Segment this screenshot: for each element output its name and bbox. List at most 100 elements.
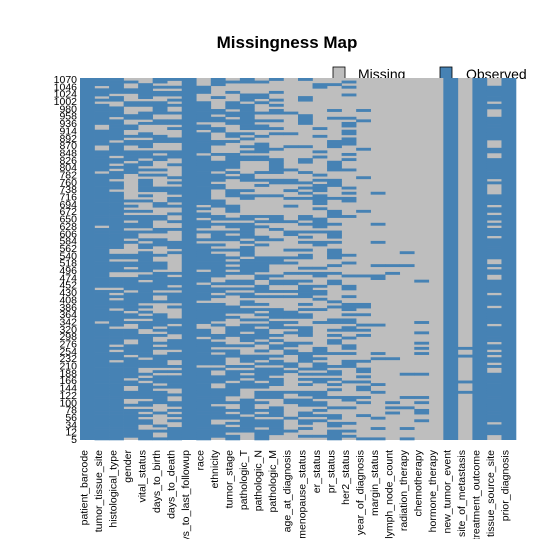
observed-cell [167,204,183,208]
observed-cell [109,196,124,200]
observed-cell [138,346,153,350]
heatmap-column [94,78,110,441]
observed-cell [138,362,153,366]
y-tick-label: 452 [59,280,77,292]
observed-cell [167,414,183,418]
observed-cell [138,111,153,115]
observed-cell [109,98,124,102]
observed-cell [399,427,415,430]
observed-cell [138,83,153,87]
observed-cell [123,302,139,306]
observed-cell [254,396,270,399]
observed-cell [327,178,342,182]
observed-cell [268,354,284,358]
observed-cell [254,414,270,418]
observed-cell [109,390,124,394]
observed-cell [167,432,183,436]
x-tick-label: new_tumor_event [442,450,454,534]
observed-cell [167,297,183,301]
observed-cell [312,194,328,198]
legend-observed-swatch [439,66,453,80]
observed-cell [196,150,212,154]
observed-cell [298,403,313,407]
observed-cell [298,171,313,174]
observed-cell [254,266,270,270]
observed-cell [298,253,313,257]
observed-cell [167,292,183,296]
observed-cell [268,362,284,366]
observed-cell [486,222,502,226]
y-tick-label: 122 [59,390,77,402]
observed-cell [196,385,212,389]
observed-cell [109,383,124,386]
observed-cell [239,189,255,193]
observed-cell [210,186,226,190]
observed-cell [486,282,502,286]
observed-cell [196,176,212,180]
observed-cell [225,235,241,239]
heatmap-column [472,78,488,440]
observed-cell [239,419,255,423]
observed-cell [486,365,502,368]
observed-cell [123,235,139,239]
observed-cell [312,222,328,226]
observed-cell [167,191,183,195]
heatmap-column [181,78,197,440]
observed-cell [268,396,284,399]
observed-cell [138,220,153,224]
observed-cell [123,328,139,332]
observed-cell [486,163,502,167]
observed-cell [356,437,371,441]
observed-cell [254,336,270,340]
observed-cell [94,408,110,412]
observed-cell [167,251,183,255]
observed-cell [138,168,153,172]
observed-cell [298,279,313,283]
observed-cell [239,333,255,337]
observed-cell [196,331,212,335]
observed-cell [123,305,139,309]
observed-cell [196,380,212,384]
observed-cell [225,310,241,314]
observed-cell [123,295,139,299]
observed-cell [486,256,502,260]
observed-cell [268,310,284,314]
observed-cell [210,396,226,399]
observed-cell [225,132,241,136]
observed-cell [254,367,270,371]
observed-cell [239,266,255,270]
observed-cell [210,359,226,363]
observed-cell [486,243,502,247]
observed-cell [94,424,110,428]
observed-cell [298,383,313,386]
observed-cell [196,396,212,399]
observed-cell [152,377,168,381]
observed-cell [486,215,502,218]
observed-cell [138,103,153,107]
observed-cell [225,114,241,118]
observed-cell [225,106,241,110]
observed-cell [254,295,270,299]
x-tick-label: tissue_source_site [485,450,497,537]
observed-cell [123,222,139,226]
observed-cell [210,173,226,177]
observed-cell [254,147,270,151]
observed-cell [341,365,357,368]
observed-cell [457,390,473,394]
observed-cell [152,168,168,172]
observed-cell [109,233,124,237]
y-tick-label: 496 [59,265,77,277]
observed-cell [196,370,212,374]
observed-cell [298,215,313,218]
observed-cell [109,264,124,268]
observed-cell [370,357,386,361]
observed-cell [268,290,284,293]
observed-cell [239,109,255,112]
observed-cell [138,215,153,218]
observed-cell [109,85,124,89]
observed-cell [94,186,110,190]
observed-cell [167,393,183,397]
observed-cell [486,287,502,291]
observed-cell [312,189,328,193]
observed-cell [312,408,328,412]
